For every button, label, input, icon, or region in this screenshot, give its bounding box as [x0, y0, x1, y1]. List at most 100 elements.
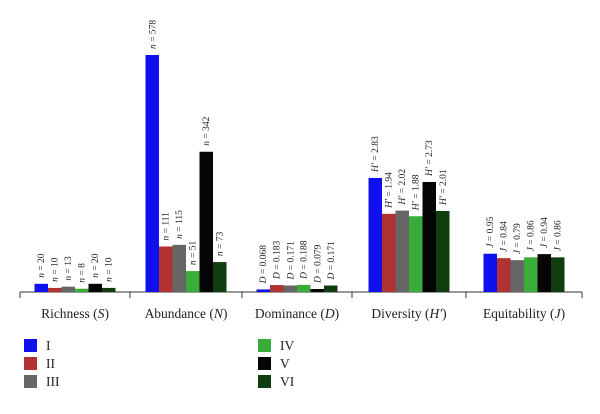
- data-label-value: = 10: [105, 257, 115, 277]
- data-label-value: = 0.188: [300, 240, 310, 272]
- data-label-value: = 0.94: [540, 217, 550, 244]
- data-label-value: = 0.86: [527, 220, 537, 247]
- bar: [88, 283, 102, 292]
- category-label-name: Diversity (: [371, 306, 430, 321]
- data-label-value: = 0.183: [273, 240, 283, 272]
- data-label: J = 0.86: [527, 220, 537, 251]
- bar: [551, 257, 565, 292]
- data-label-value: = 111: [162, 212, 172, 236]
- data-label-value: = 2.02: [398, 169, 408, 196]
- bar: [48, 287, 62, 292]
- category-label-close: ): [104, 306, 109, 321]
- data-label-value: = 0.079: [313, 244, 323, 276]
- data-label-value: = 8: [78, 263, 88, 278]
- data-label: J = 0.95: [486, 217, 496, 248]
- data-label: n = 20: [91, 253, 101, 278]
- data-label: J = 0.94: [540, 217, 550, 248]
- data-label-value: = 13: [64, 256, 74, 276]
- data-label: n = 10: [105, 257, 115, 282]
- category-label-symbol: D: [324, 306, 335, 321]
- data-label-prefix: D: [259, 276, 269, 284]
- legend-item: I: [24, 338, 51, 353]
- data-label-value: = 10: [51, 257, 61, 277]
- data-label-value: = 2.01: [439, 169, 449, 196]
- category-label-name: Dominance (: [255, 306, 326, 321]
- data-label: J = 0.86: [554, 220, 564, 251]
- data-label-prefix: J: [513, 249, 523, 254]
- category-label-close: ): [335, 306, 340, 321]
- legend-label: III: [46, 374, 60, 389]
- data-label-value: = 2.73: [425, 140, 435, 167]
- data-label: H′ = 1.94: [385, 172, 395, 209]
- data-label-value: = 20: [91, 253, 101, 273]
- data-label-prefix: n: [64, 276, 74, 281]
- bar: [409, 216, 423, 292]
- data-label-prefix: H′: [412, 200, 422, 211]
- data-label: J = 0.84: [500, 221, 510, 252]
- data-label-prefix: n: [51, 277, 61, 282]
- data-label-prefix: n: [162, 235, 172, 240]
- data-label-value: = 1.94: [385, 172, 395, 199]
- category-label-close: ): [442, 306, 447, 321]
- category-label-name: Equitability (: [483, 306, 555, 321]
- bar-group-4: H′ = 2.83H′ = 1.94H′ = 2.02H′ = 1.88H′ =…: [368, 136, 450, 292]
- data-label-prefix: J: [527, 246, 537, 251]
- data-label: n = 8: [78, 263, 88, 283]
- data-label: n = 578: [148, 20, 158, 49]
- data-label-prefix: D: [327, 273, 337, 281]
- legend-item: III: [24, 374, 60, 389]
- bar: [483, 253, 497, 292]
- category-label: Richness (S): [41, 306, 109, 321]
- data-label: D = 0.068: [259, 245, 269, 285]
- data-label-value: = 115: [175, 210, 185, 234]
- data-label: n = 342: [202, 116, 212, 145]
- data-label: n = 51: [189, 240, 199, 265]
- data-label: J = 0.79: [513, 223, 523, 254]
- bar: [34, 283, 48, 292]
- bar: [422, 181, 436, 292]
- data-label: H′ = 1.88: [412, 174, 422, 211]
- legend-swatch: [258, 339, 271, 352]
- data-label: n = 20: [37, 253, 47, 278]
- bar: [395, 210, 409, 292]
- bar: [537, 254, 551, 292]
- bar: [172, 244, 186, 292]
- bar: [324, 285, 338, 292]
- legend-swatch: [24, 339, 37, 352]
- data-label-prefix: D: [313, 276, 323, 284]
- legend-label: VI: [280, 374, 295, 389]
- category-label-name: Richness (: [41, 306, 98, 321]
- bar: [297, 284, 311, 292]
- data-label-value: = 0.95: [486, 217, 496, 244]
- legend-item: V: [258, 356, 290, 371]
- data-label-prefix: n: [148, 44, 158, 49]
- data-label: H′ = 2.83: [371, 136, 381, 173]
- bar: [61, 286, 75, 292]
- data-label: D = 0.079: [313, 244, 323, 284]
- bar: [213, 262, 227, 292]
- data-label-value: = 342: [202, 116, 212, 141]
- legend-item: VI: [258, 374, 295, 389]
- data-label: D = 0.188: [300, 240, 310, 280]
- bar: [159, 246, 173, 292]
- data-label-prefix: n: [78, 278, 88, 283]
- category-label-close: ): [223, 306, 228, 321]
- data-label-prefix: H′: [398, 195, 408, 206]
- data-label: n = 10: [51, 257, 61, 282]
- data-label: D = 0.171: [286, 241, 296, 281]
- data-label-prefix: n: [189, 260, 199, 265]
- bar: [186, 271, 200, 292]
- category-label-symbol: N: [213, 306, 224, 321]
- data-label: n = 73: [216, 231, 226, 256]
- data-label-prefix: H′: [385, 198, 395, 209]
- data-label-prefix: n: [175, 234, 185, 239]
- data-label-value: = 73: [216, 231, 226, 251]
- data-label-prefix: n: [202, 141, 212, 146]
- bar: [199, 151, 213, 292]
- data-label-prefix: D: [286, 273, 296, 281]
